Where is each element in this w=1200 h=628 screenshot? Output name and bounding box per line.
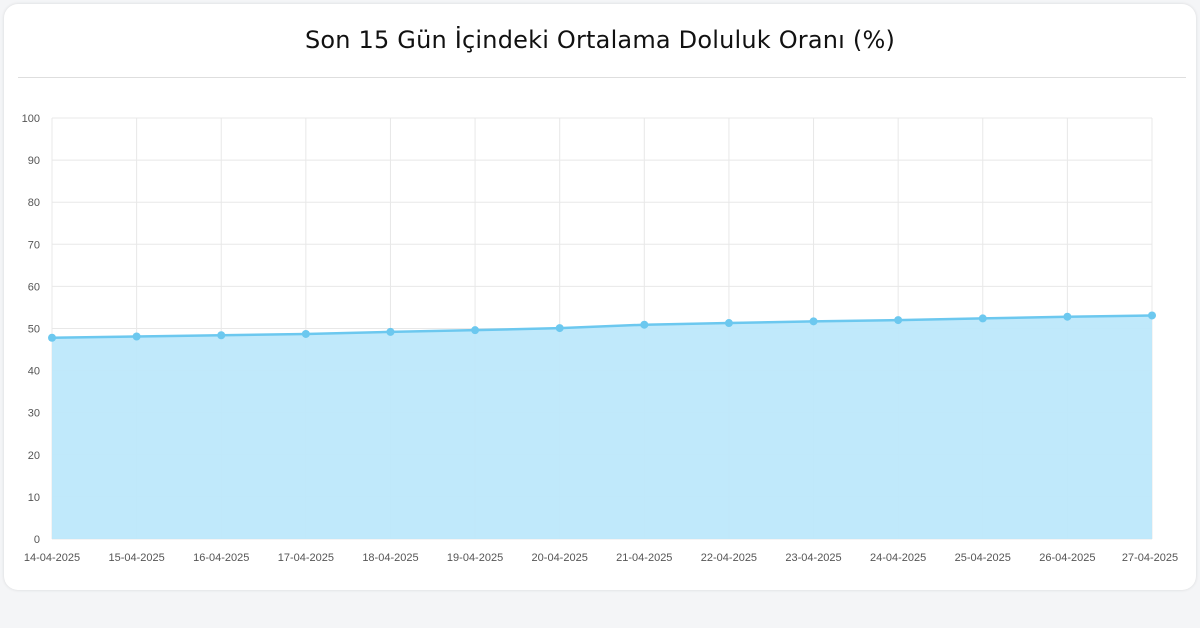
x-tick-label: 26-04-2025 — [1039, 552, 1095, 564]
y-tick-label: 70 — [28, 239, 40, 251]
y-tick-label: 40 — [28, 366, 40, 378]
x-tick-label: 22-04-2025 — [701, 552, 757, 564]
x-tick-label: 14-04-2025 — [24, 552, 80, 564]
data-point[interactable] — [1063, 312, 1072, 321]
data-point[interactable] — [132, 332, 141, 341]
data-point[interactable] — [640, 320, 649, 329]
x-tick-label: 18-04-2025 — [362, 552, 418, 564]
x-tick-label: 23-04-2025 — [785, 552, 841, 564]
chart-title: Son 15 Gün İçindeki Ortalama Doluluk Ora… — [304, 26, 896, 54]
y-tick-label: 0 — [34, 534, 40, 546]
y-tick-label: 80 — [28, 197, 40, 209]
data-point[interactable] — [48, 333, 56, 342]
area-fill-layer — [52, 315, 1152, 539]
data-point[interactable] — [724, 319, 733, 328]
y-tick-label: 60 — [28, 281, 40, 293]
title-divider — [18, 77, 1186, 78]
y-tick-label: 90 — [28, 155, 40, 167]
y-tick-label: 10 — [28, 492, 40, 504]
x-tick-label: 17-04-2025 — [278, 552, 334, 564]
data-points[interactable] — [48, 311, 1156, 342]
data-point[interactable] — [809, 317, 818, 326]
x-tick-label: 19-04-2025 — [447, 552, 503, 564]
x-tick-label: 24-04-2025 — [870, 552, 926, 564]
series-line — [51, 314, 1153, 340]
y-tick-label: 50 — [28, 324, 40, 336]
series-line-layer — [51, 314, 1153, 340]
x-tick-label: 20-04-2025 — [532, 552, 588, 564]
x-tick-label: 15-04-2025 — [108, 552, 164, 564]
data-point[interactable] — [978, 314, 987, 323]
area-fill — [52, 315, 1152, 539]
data-point[interactable] — [386, 327, 395, 336]
data-point[interactable] — [894, 316, 903, 325]
y-tick-label: 20 — [28, 450, 40, 462]
data-point[interactable] — [555, 324, 564, 333]
data-point[interactable] — [217, 331, 226, 340]
y-tick-label: 30 — [28, 408, 40, 420]
x-tick-label: 21-04-2025 — [616, 552, 672, 564]
x-tick-label: 25-04-2025 — [955, 552, 1011, 564]
x-tick-label: 27-04-2025 — [1122, 552, 1178, 564]
data-point[interactable] — [301, 329, 310, 338]
x-tick-label: 16-04-2025 — [193, 552, 249, 564]
data-point[interactable] — [1148, 311, 1156, 320]
y-axis-ticks: 0 10 20 30 40 50 60 70 80 90 100 — [22, 113, 40, 546]
y-tick-label: 100 — [22, 113, 40, 125]
x-axis-ticks: 14-04-2025 15-04-2025 16-04-2025 17-04-2025… — [24, 552, 1178, 564]
data-point[interactable] — [471, 326, 480, 335]
